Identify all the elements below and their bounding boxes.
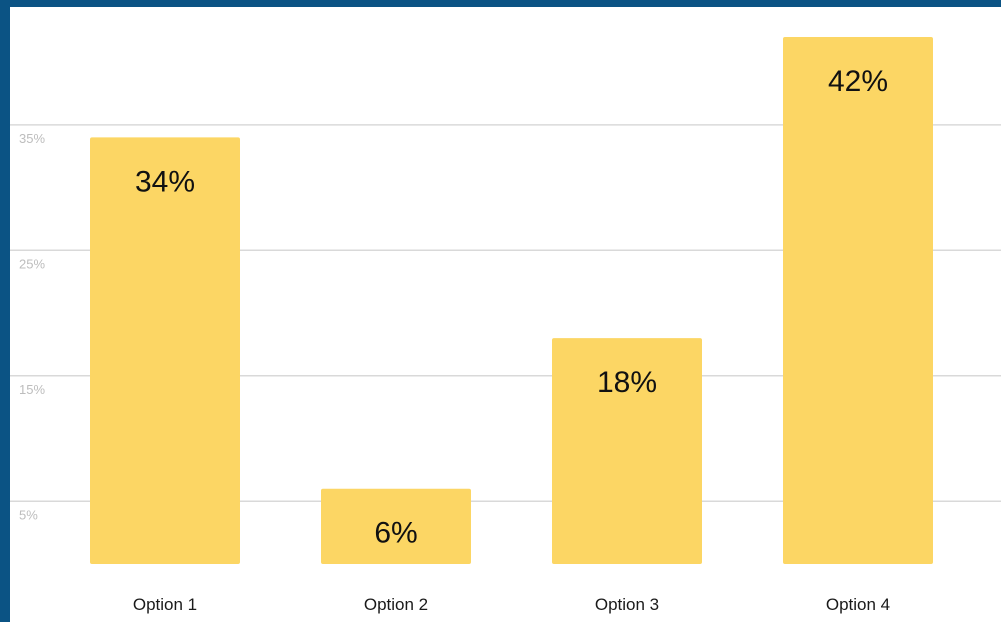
y-tick-label-25: 25% <box>19 256 45 271</box>
y-tick-label-35: 35% <box>19 131 45 146</box>
y-tick-label-5: 5% <box>19 507 38 522</box>
bar-chart: 5% 15% 25% 35% 34% 6% 18% 42% Option 1 Option 2… <box>10 37 1001 614</box>
bar-4 <box>783 37 933 564</box>
data-labels: 34% 6% 18% 42% <box>135 65 888 550</box>
category-label-2: Option 2 <box>364 595 428 614</box>
bars <box>90 37 933 564</box>
bar-2 <box>321 488 471 564</box>
x-axis-category-labels: Option 1 Option 2 Option 3 Option 4 <box>133 595 890 614</box>
data-label-4: 42% <box>828 65 888 98</box>
category-label-4: Option 4 <box>826 595 890 614</box>
y-axis-tick-labels: 5% 15% 25% 35% <box>19 131 45 522</box>
data-label-2: 6% <box>374 517 417 550</box>
data-label-3: 18% <box>597 366 657 399</box>
data-label-1: 34% <box>135 165 195 198</box>
category-label-3: Option 3 <box>595 595 659 614</box>
category-label-1: Option 1 <box>133 595 197 614</box>
bar-1 <box>90 137 240 564</box>
y-tick-label-15: 15% <box>19 382 45 397</box>
chart-frame: 5% 15% 25% 35% 34% 6% 18% 42% Option 1 Option 2… <box>10 7 1001 622</box>
bar-3 <box>552 338 702 564</box>
